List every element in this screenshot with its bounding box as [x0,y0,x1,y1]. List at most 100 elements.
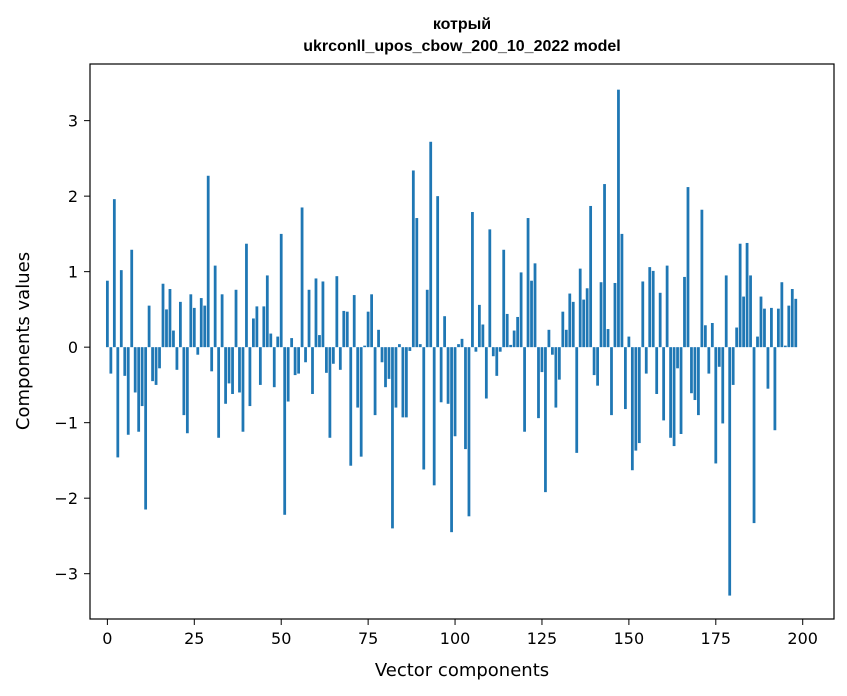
bar-191 [770,307,773,348]
bar-145 [610,347,613,416]
bar-110 [488,229,492,348]
bar-68 [342,310,346,348]
bar-128 [551,347,554,355]
y-axis-label: Components values [13,252,34,430]
x-tick-label: 125 [527,629,558,648]
bar-20 [175,347,179,370]
bar-22 [182,347,186,416]
bar-82 [391,347,394,529]
x-tick-label: 75 [358,629,378,648]
bar-90 [418,344,422,348]
chart-subtitle: ukrconll_upos_cbow_200_10_2022 model [303,38,620,55]
bar-126 [544,347,547,493]
bar-81 [387,347,391,379]
bar-99 [450,347,453,533]
bar-175 [714,347,718,464]
bar-129 [554,347,558,408]
bar-169 [693,347,697,401]
bar-35 [227,347,231,384]
bar-29 [206,175,210,348]
bar-49 [276,336,280,348]
bar-130 [557,347,561,380]
x-tick-label: 50 [271,629,291,648]
bar-18 [168,289,172,348]
x-tick-label: 200 [787,629,818,648]
bar-170 [697,347,700,416]
bar-58 [307,289,311,348]
bar-89 [415,218,419,348]
bar-195 [783,345,787,348]
bar-164 [676,347,679,369]
bar-105 [471,212,474,348]
bar-93 [429,141,433,348]
bar-109 [484,347,488,399]
bar-26 [196,347,200,355]
bar-147 [617,89,620,348]
bar-69 [345,311,349,348]
bar-117 [512,330,516,348]
bar-8 [133,347,137,393]
bar-184 [745,242,749,348]
bar-96 [439,347,443,403]
bar-74 [363,345,367,348]
y-tick-label: 0 [68,338,78,357]
bar-32 [217,347,221,438]
x-tick-label: 25 [184,629,204,648]
bar-33 [220,294,224,348]
bar-154 [641,281,645,348]
bar-122 [530,280,533,348]
bar-119 [519,272,523,348]
bar-2 [112,199,116,348]
bar-107 [477,304,481,348]
bar-193 [776,308,780,348]
bar-43 [255,306,259,348]
bar-61 [318,335,321,348]
bar-172 [703,325,707,348]
bar-53 [290,338,294,348]
bar-149 [624,347,627,410]
bar-120 [523,347,526,432]
y-tick-label: 2 [68,187,78,206]
bar-41 [248,347,252,407]
bar-34 [224,347,227,404]
axis-ticks: 0 25 50 75 100 125 150 175 200 −3 −2 −1 0 1 2 3 [54,112,818,648]
bar-10 [140,347,144,407]
bar-188 [759,296,763,348]
plot-frame [89,63,835,620]
bar-54 [293,347,297,376]
bar-189 [763,308,766,348]
bar-137 [582,299,586,348]
bar-24 [189,294,193,348]
bar-60 [314,278,318,348]
x-tick-label: 0 [102,629,112,648]
bar-151 [630,347,634,471]
bar-142 [599,282,603,348]
bar-152 [634,347,638,451]
bar-95 [436,196,440,348]
bar-92 [425,289,429,348]
bar-50 [279,233,283,348]
bar-51 [283,347,287,515]
bar-series [105,89,798,596]
bar-138 [585,288,589,348]
bar-64 [328,347,332,438]
bar-52 [286,347,290,402]
y-tick-label: −3 [54,565,78,584]
bar-161 [665,265,669,348]
bar-65 [331,347,335,364]
bar-38 [238,347,241,393]
bar-157 [651,270,655,348]
bar-97 [443,316,447,348]
bar-183 [742,296,745,348]
bar-140 [592,347,596,376]
bar-171 [700,209,704,348]
bar-5 [123,347,127,376]
bar-182 [738,243,742,348]
bar-115 [505,313,509,348]
bar-94 [432,347,436,486]
bar-62 [321,281,325,348]
bar-181 [735,327,739,348]
bar-125 [540,347,544,373]
bar-150 [627,336,631,348]
